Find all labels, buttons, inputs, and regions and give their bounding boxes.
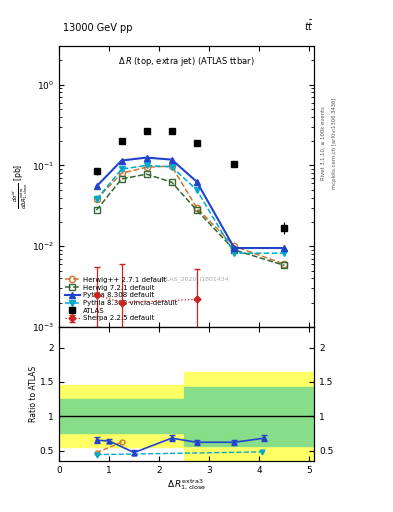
Pythia 8.308 default <box>282 245 287 251</box>
Pythia 8.308 vincia-default <box>119 166 124 172</box>
Herwig++ 2.7.1 default <box>94 196 99 202</box>
Legend: Herwig++ 2.7.1 default, Herwig 7.2.1 default, Pythia 8.308 default, Pythia 8.308: Herwig++ 2.7.1 default, Herwig 7.2.1 def… <box>62 275 179 324</box>
Line: Herwig 7.2.1 default: Herwig 7.2.1 default <box>94 171 287 268</box>
Pythia 8.308 vincia-default <box>94 196 99 202</box>
Pythia 8.308 vincia-default <box>282 250 287 257</box>
Herwig++ 2.7.1 default <box>144 164 149 170</box>
Herwig 7.2.1 default <box>144 171 149 177</box>
Herwig++ 2.7.1 default <box>169 163 174 169</box>
Herwig 7.2.1 default <box>194 207 199 213</box>
Herwig 7.2.1 default <box>169 179 174 185</box>
Herwig++ 2.7.1 default <box>232 243 237 249</box>
Herwig 7.2.1 default <box>282 262 287 268</box>
Y-axis label: $\frac{d\sigma^{id}}{d\Delta R_{1,\mathrm{close}}^{\mathrm{extra}}}$ [pb]: $\frac{d\sigma^{id}}{d\Delta R_{1,\mathr… <box>11 164 30 209</box>
Herwig 7.2.1 default <box>119 176 124 182</box>
Line: Pythia 8.308 default: Pythia 8.308 default <box>94 155 287 251</box>
Text: Rivet 3.1.10, ≥ 100k events: Rivet 3.1.10, ≥ 100k events <box>320 106 325 180</box>
Herwig 7.2.1 default <box>232 247 237 253</box>
Pythia 8.308 default <box>194 179 199 185</box>
Text: $t\bar{t}$: $t\bar{t}$ <box>305 19 314 33</box>
Text: ATLAS_2020_I1801434: ATLAS_2020_I1801434 <box>159 276 230 282</box>
Pythia 8.308 vincia-default <box>144 162 149 168</box>
X-axis label: $\Delta\,R^{\mathrm{extra3}}_{1,\mathrm{close}}$: $\Delta\,R^{\mathrm{extra3}}_{1,\mathrm{… <box>167 477 206 492</box>
Pythia 8.308 vincia-default <box>169 164 174 170</box>
Herwig++ 2.7.1 default <box>194 205 199 211</box>
Herwig++ 2.7.1 default <box>282 261 287 267</box>
Pythia 8.308 default <box>169 157 174 163</box>
Y-axis label: Ratio to ATLAS: Ratio to ATLAS <box>29 366 39 422</box>
Pythia 8.308 vincia-default <box>232 250 237 257</box>
Pythia 8.308 default <box>232 245 237 251</box>
Pythia 8.308 default <box>144 155 149 161</box>
Pythia 8.308 vincia-default <box>194 187 199 193</box>
Text: 13000 GeV pp: 13000 GeV pp <box>63 23 132 33</box>
Herwig 7.2.1 default <box>94 207 99 213</box>
Line: Pythia 8.308 vincia-default: Pythia 8.308 vincia-default <box>94 162 287 257</box>
Text: mcplots.cern.ch [arXiv:1306.3436]: mcplots.cern.ch [arXiv:1306.3436] <box>332 98 337 189</box>
Herwig++ 2.7.1 default <box>119 170 124 176</box>
Text: $\Delta\,R$ (top, extra jet) (ATLAS ttbar): $\Delta\,R$ (top, extra jet) (ATLAS ttba… <box>118 54 255 68</box>
Pythia 8.308 default <box>94 183 99 189</box>
Pythia 8.308 default <box>119 158 124 164</box>
Line: Herwig++ 2.7.1 default: Herwig++ 2.7.1 default <box>94 163 287 267</box>
